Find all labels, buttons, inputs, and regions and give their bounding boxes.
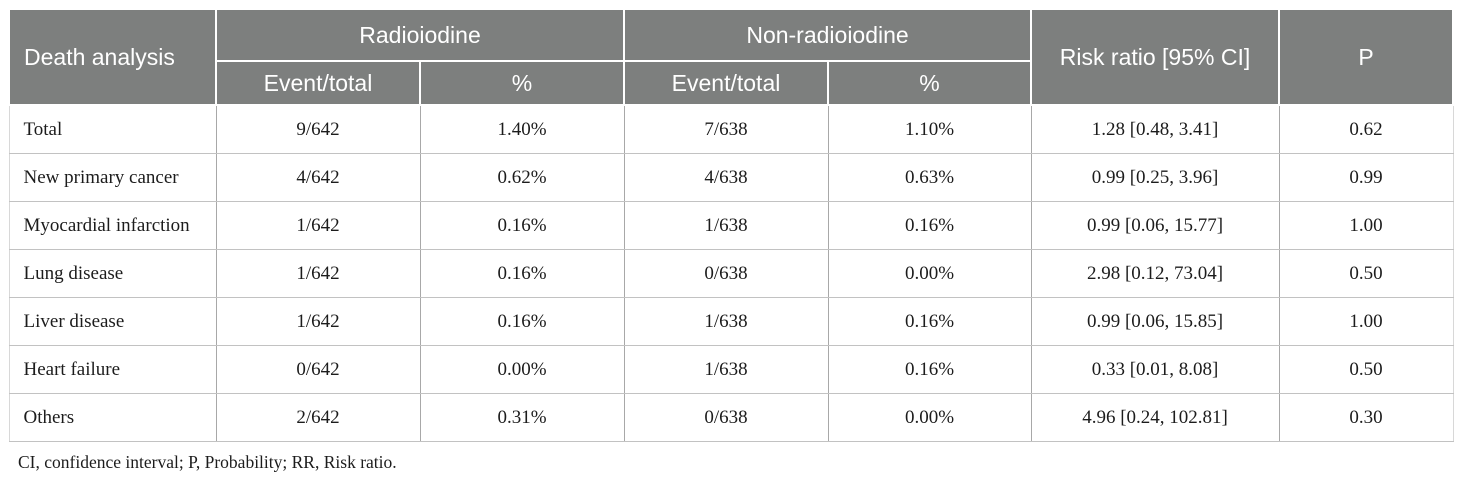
cell-ri-event-total: 4/642 (215, 153, 421, 202)
subcol-header-ri-pct: % (418, 60, 626, 106)
subcol-header-ri-event-total: Event/total (215, 60, 421, 106)
cell-risk-ratio: 4.96 [0.24, 102.81] (1030, 393, 1280, 442)
cell-nri-event-total: 0/638 (623, 393, 829, 442)
cell-ri-pct: 0.16% (419, 249, 625, 298)
cell-nri-event-total: 1/638 (623, 297, 829, 346)
table-row: Myocardial infarction 1/642 0.16% 1/638 … (8, 201, 1454, 250)
cell-p: 0.99 (1278, 153, 1454, 202)
table-body: Total 9/642 1.40% 7/638 1.10% 1.28 [0.48… (8, 104, 1454, 442)
table-row: New primary cancer 4/642 0.62% 4/638 0.6… (8, 153, 1454, 202)
col-header-p: P (1278, 8, 1455, 106)
table-row: Others 2/642 0.31% 0/638 0.00% 4.96 [0.2… (8, 393, 1454, 442)
cell-nri-pct: 0.16% (827, 345, 1032, 394)
table-footnote: CI, confidence interval; P, Probability;… (18, 452, 397, 472)
cell-p: 0.62 (1278, 104, 1454, 154)
cell-nri-event-total: 4/638 (623, 153, 829, 202)
cell-ri-pct: 0.62% (419, 153, 625, 202)
cell-label: Others (8, 393, 217, 442)
cell-ri-event-total: 1/642 (215, 249, 421, 298)
col-header-risk-ratio: Risk ratio [95% CI] (1030, 8, 1281, 106)
table-row: Total 9/642 1.40% 7/638 1.10% 1.28 [0.48… (8, 104, 1454, 154)
cell-label: New primary cancer (8, 153, 217, 202)
cell-nri-event-total: 1/638 (623, 201, 829, 250)
cell-nri-pct: 0.16% (827, 297, 1032, 346)
cell-nri-pct: 0.00% (827, 249, 1032, 298)
cell-p: 1.00 (1278, 201, 1454, 250)
cell-ri-pct: 0.31% (419, 393, 625, 442)
cell-ri-event-total: 9/642 (215, 104, 421, 154)
cell-nri-pct: 0.00% (827, 393, 1032, 442)
cell-p: 0.50 (1278, 345, 1454, 394)
cell-ri-pct: 0.00% (419, 345, 625, 394)
cell-label: Liver disease (8, 297, 217, 346)
col-header-death-analysis: Death analysis (8, 8, 217, 106)
table-row: Liver disease 1/642 0.16% 1/638 0.16% 0.… (8, 297, 1454, 346)
cell-risk-ratio: 0.99 [0.06, 15.77] (1030, 201, 1280, 250)
cell-label: Myocardial infarction (8, 201, 217, 250)
cell-ri-event-total: 1/642 (215, 201, 421, 250)
cell-risk-ratio: 1.28 [0.48, 3.41] (1030, 104, 1280, 154)
cell-risk-ratio: 2.98 [0.12, 73.04] (1030, 249, 1280, 298)
header-group-row: Death analysis Radioiodine Non-radioiodi… (8, 8, 1455, 106)
cell-label: Total (8, 104, 217, 154)
cell-risk-ratio: 0.99 [0.06, 15.85] (1030, 297, 1280, 346)
cell-nri-event-total: 7/638 (623, 104, 829, 154)
cell-risk-ratio: 0.33 [0.01, 8.08] (1030, 345, 1280, 394)
cell-p: 1.00 (1278, 297, 1454, 346)
cell-ri-pct: 0.16% (419, 201, 625, 250)
subcol-header-nri-event-total: Event/total (623, 60, 830, 106)
cell-nri-event-total: 1/638 (623, 345, 829, 394)
death-analysis-table: Death analysis Radioiodine Non-radioiodi… (8, 8, 1455, 442)
cell-p: 0.50 (1278, 249, 1454, 298)
cell-nri-pct: 0.16% (827, 201, 1032, 250)
cell-nri-pct: 0.63% (827, 153, 1032, 202)
page: Death analysis Radioiodine Non-radioiodi… (8, 8, 1455, 472)
cell-ri-event-total: 0/642 (215, 345, 421, 394)
cell-p: 0.30 (1278, 393, 1454, 442)
header-sub-row: Event/total % Event/total % (9, 60, 1453, 106)
group-header-non-radioiodine: Non-radioiodine (623, 8, 1033, 62)
cell-risk-ratio: 0.99 [0.25, 3.96] (1030, 153, 1280, 202)
table-row: Heart failure 0/642 0.00% 1/638 0.16% 0.… (8, 345, 1454, 394)
cell-label: Lung disease (8, 249, 217, 298)
cell-nri-event-total: 0/638 (623, 249, 829, 298)
table-header: Death analysis Radioiodine Non-radioiodi… (8, 8, 1455, 106)
cell-ri-event-total: 2/642 (215, 393, 421, 442)
cell-ri-event-total: 1/642 (215, 297, 421, 346)
cell-nri-pct: 1.10% (827, 104, 1032, 154)
cell-ri-pct: 0.16% (419, 297, 625, 346)
table-row: Lung disease 1/642 0.16% 0/638 0.00% 2.9… (8, 249, 1454, 298)
group-header-radioiodine: Radioiodine (214, 8, 626, 62)
cell-label: Heart failure (8, 345, 217, 394)
cell-ri-pct: 1.40% (419, 104, 625, 154)
subcol-header-nri-pct: % (827, 60, 1033, 106)
